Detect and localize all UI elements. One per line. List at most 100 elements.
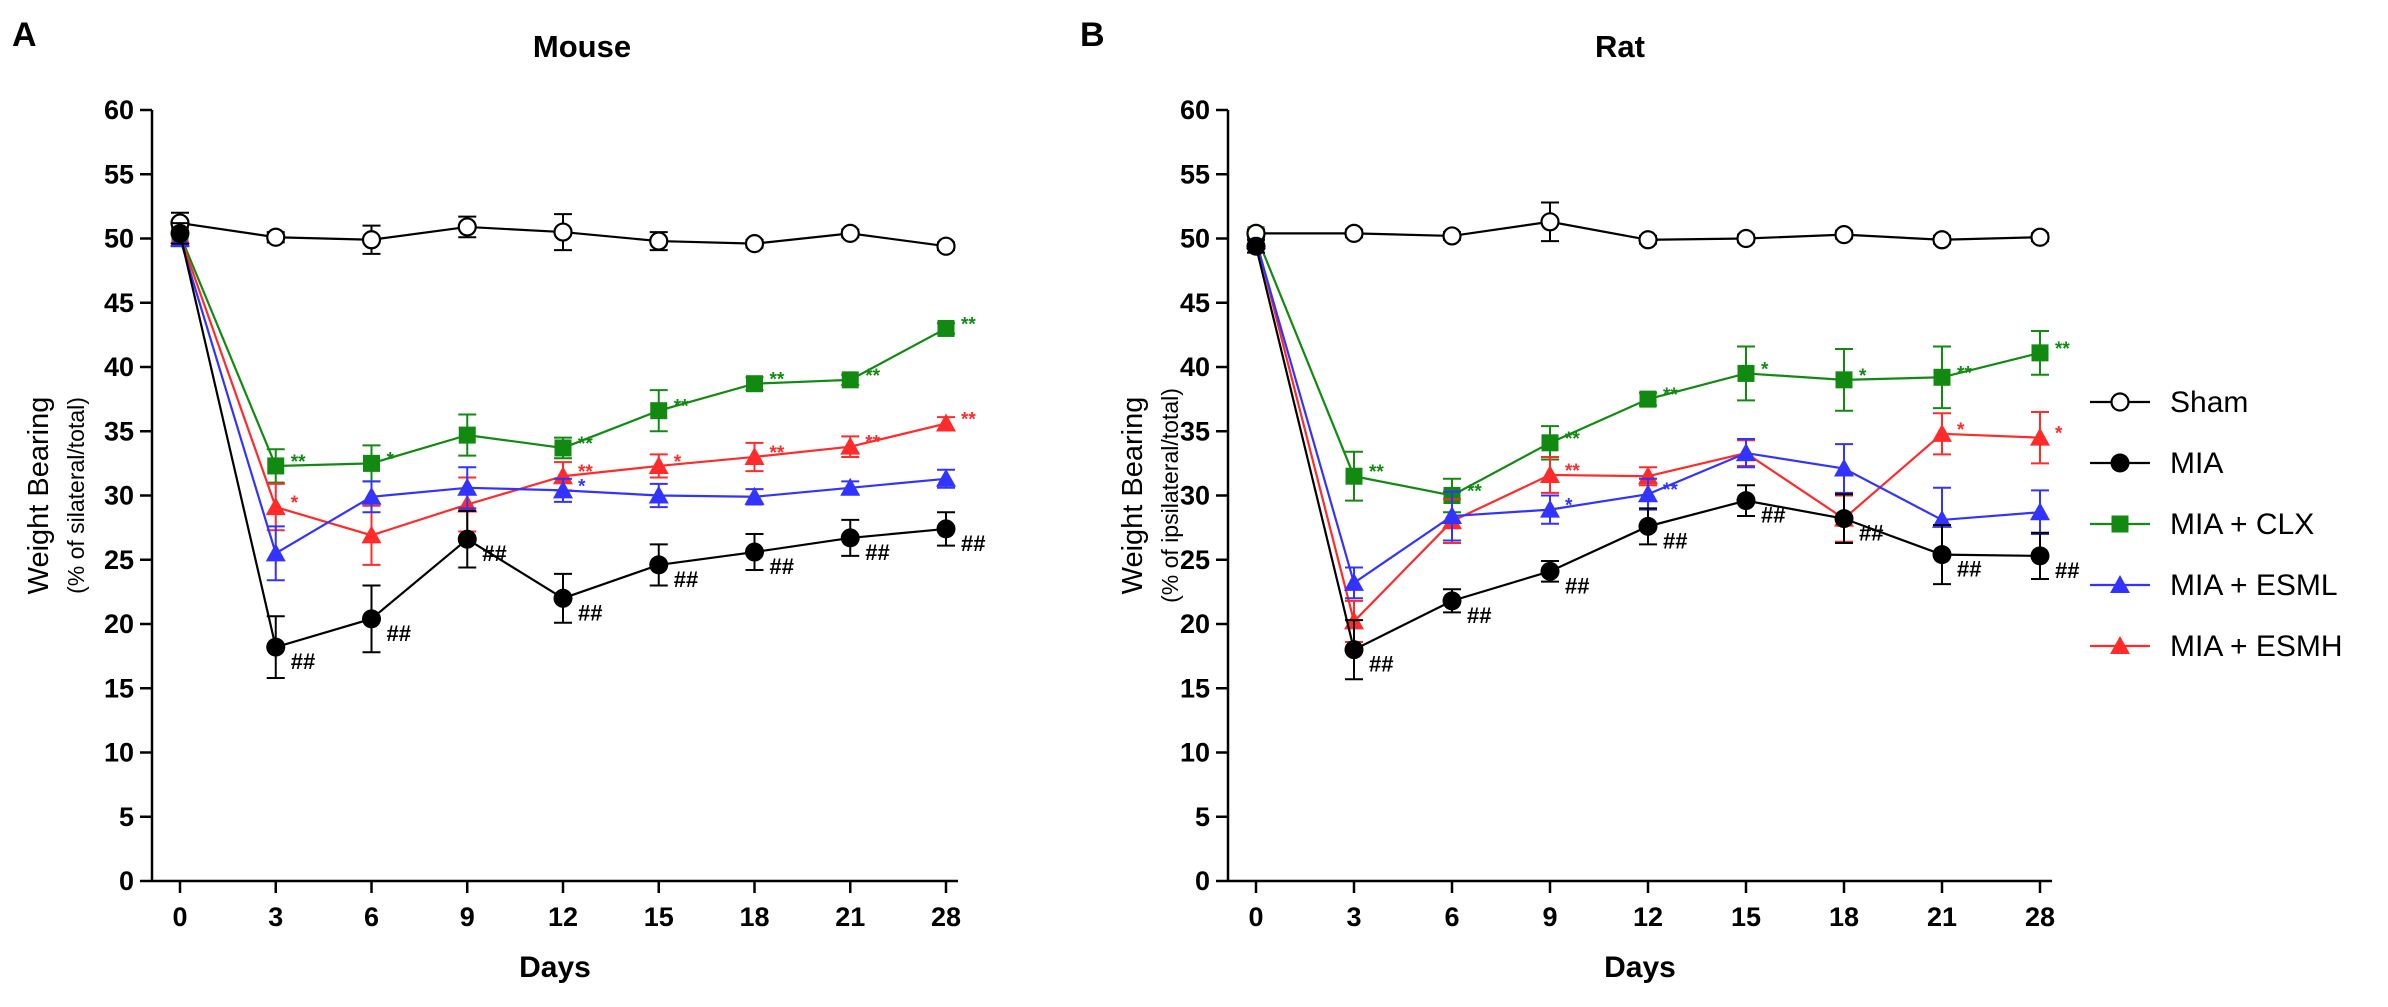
legend-label: MIA + CLX: [2170, 508, 2314, 541]
y-tick-label: 25: [104, 545, 134, 575]
data-point: [840, 436, 861, 455]
data-point: [841, 371, 859, 389]
data-point: [1638, 516, 1658, 536]
significance-hash-label: ##: [770, 554, 794, 579]
data-point: [840, 223, 860, 243]
y-tick-label: 35: [104, 416, 134, 446]
x-tick-label: 9: [460, 902, 475, 932]
data-point: [1933, 368, 1951, 386]
x-tick-label: 12: [548, 902, 578, 932]
significance-hash-label: ##: [482, 541, 506, 566]
significance-hash-label: ##: [961, 531, 985, 556]
significance-hash-label: ##: [865, 540, 889, 565]
data-point: [1540, 212, 1560, 232]
data-point: [1540, 464, 1560, 483]
series-mia-esmh: ** * * ** ** **: [170, 225, 976, 566]
data-point: [936, 236, 956, 256]
y-tick-label: 35: [1180, 416, 1210, 446]
significance-star-label: **: [865, 433, 880, 454]
y-tick-label: 20: [1180, 609, 1210, 639]
data-point: [1834, 225, 1854, 245]
data-point: [457, 217, 477, 237]
y-tick-label: 25: [1180, 545, 1210, 575]
significance-star-label: **: [961, 410, 976, 431]
data-point: [553, 222, 573, 242]
data-point: [1540, 561, 1560, 581]
series-line: [1254, 238, 2041, 624]
y-tick-label: 50: [1180, 224, 1210, 254]
data-point: [1639, 390, 1657, 408]
x-tick-label: 28: [931, 902, 961, 932]
series-mia-esml: *: [170, 228, 956, 582]
series-sham: [170, 211, 956, 256]
x-tick-label: 18: [1829, 902, 1859, 932]
y-tick-label: 40: [104, 352, 134, 382]
data-point: [361, 486, 382, 505]
data-point: [1344, 640, 1364, 660]
y-tick-label: 50: [104, 224, 134, 254]
data-point: [267, 457, 285, 475]
data-point: [744, 234, 765, 254]
legend-item-sham: Sham: [2090, 386, 2248, 419]
data-point: [1932, 545, 1952, 565]
y-tick-label: 30: [104, 481, 134, 511]
y-tick-label: 30: [1180, 481, 1210, 511]
series-mia-esmh: ** * *: [1246, 228, 2063, 643]
data-point: [1345, 467, 1363, 485]
data-point: [1638, 230, 1658, 250]
panel-mouse: A Mouse 0 5 10 15 20 25 30 35 40 45 50 55 60 0 3 6 9 12 15…: [12, 16, 985, 984]
data-point: [744, 446, 765, 465]
data-point: [363, 454, 380, 472]
y-tick-label: 0: [1195, 866, 1210, 896]
data-point: [361, 525, 382, 544]
x-tick-label: 15: [644, 902, 674, 932]
series-line: [178, 234, 947, 468]
significance-star-label: *: [1859, 366, 1867, 387]
data-point: [1736, 228, 1756, 249]
data-point: [361, 230, 382, 250]
data-point: [553, 588, 573, 608]
x-tick-label: 3: [1346, 902, 1361, 932]
panel-title-mouse: Mouse: [533, 29, 631, 64]
data-point: [1442, 591, 1462, 611]
x-tick-label: 0: [172, 902, 187, 932]
data-point: [1246, 236, 1266, 256]
y-axis-label: Weight Bearing: [23, 397, 55, 595]
y-tick-label: 5: [1195, 802, 1210, 832]
y-tick-label: 10: [104, 738, 134, 768]
data-point: [936, 519, 956, 539]
significance-hash-label: ##: [1369, 652, 1393, 677]
significance-hash-label: ##: [674, 567, 698, 592]
legend-label: MIA + ESMH: [2170, 630, 2343, 663]
data-point: [1442, 226, 1462, 246]
x-tick-label: 18: [739, 902, 769, 932]
x-tick-label: 21: [835, 902, 865, 932]
y-tick-label: 40: [1180, 352, 1210, 382]
data-point: [744, 486, 765, 505]
data-point: [457, 529, 477, 549]
data-point: [1540, 499, 1560, 518]
significance-star-label: **: [291, 452, 306, 473]
y-tick-label: 60: [1180, 95, 1210, 125]
data-point: [2030, 546, 2050, 566]
y-tick-label: 20: [104, 609, 134, 639]
significance-star-label: **: [961, 314, 976, 335]
data-point: [266, 637, 286, 657]
significance-star-label: **: [1957, 363, 1972, 384]
y-tick-label: 55: [1180, 159, 1210, 189]
data-point: [745, 542, 764, 562]
significance-hash-label: ##: [578, 600, 602, 625]
data-point: [2031, 344, 2049, 362]
x-tick-label: 21: [1927, 902, 1957, 932]
data-point: [650, 402, 668, 420]
x-tick-label: 9: [1542, 902, 1557, 932]
significance-hash-label: ##: [2055, 558, 2079, 583]
data-point: [648, 455, 669, 474]
significance-star-label: **: [1369, 462, 1384, 483]
series-line: [1254, 234, 2041, 497]
significance-star-label: **: [770, 370, 785, 391]
y-tick-label: 15: [1180, 673, 1210, 703]
data-point: [1834, 509, 1854, 529]
panel-rat: B Rat 0 5 10 15 20 25 30 35 40 45 50 55 60 0 3 6 9 12 15 18…: [1080, 16, 2079, 984]
data-point: [1344, 223, 1364, 243]
